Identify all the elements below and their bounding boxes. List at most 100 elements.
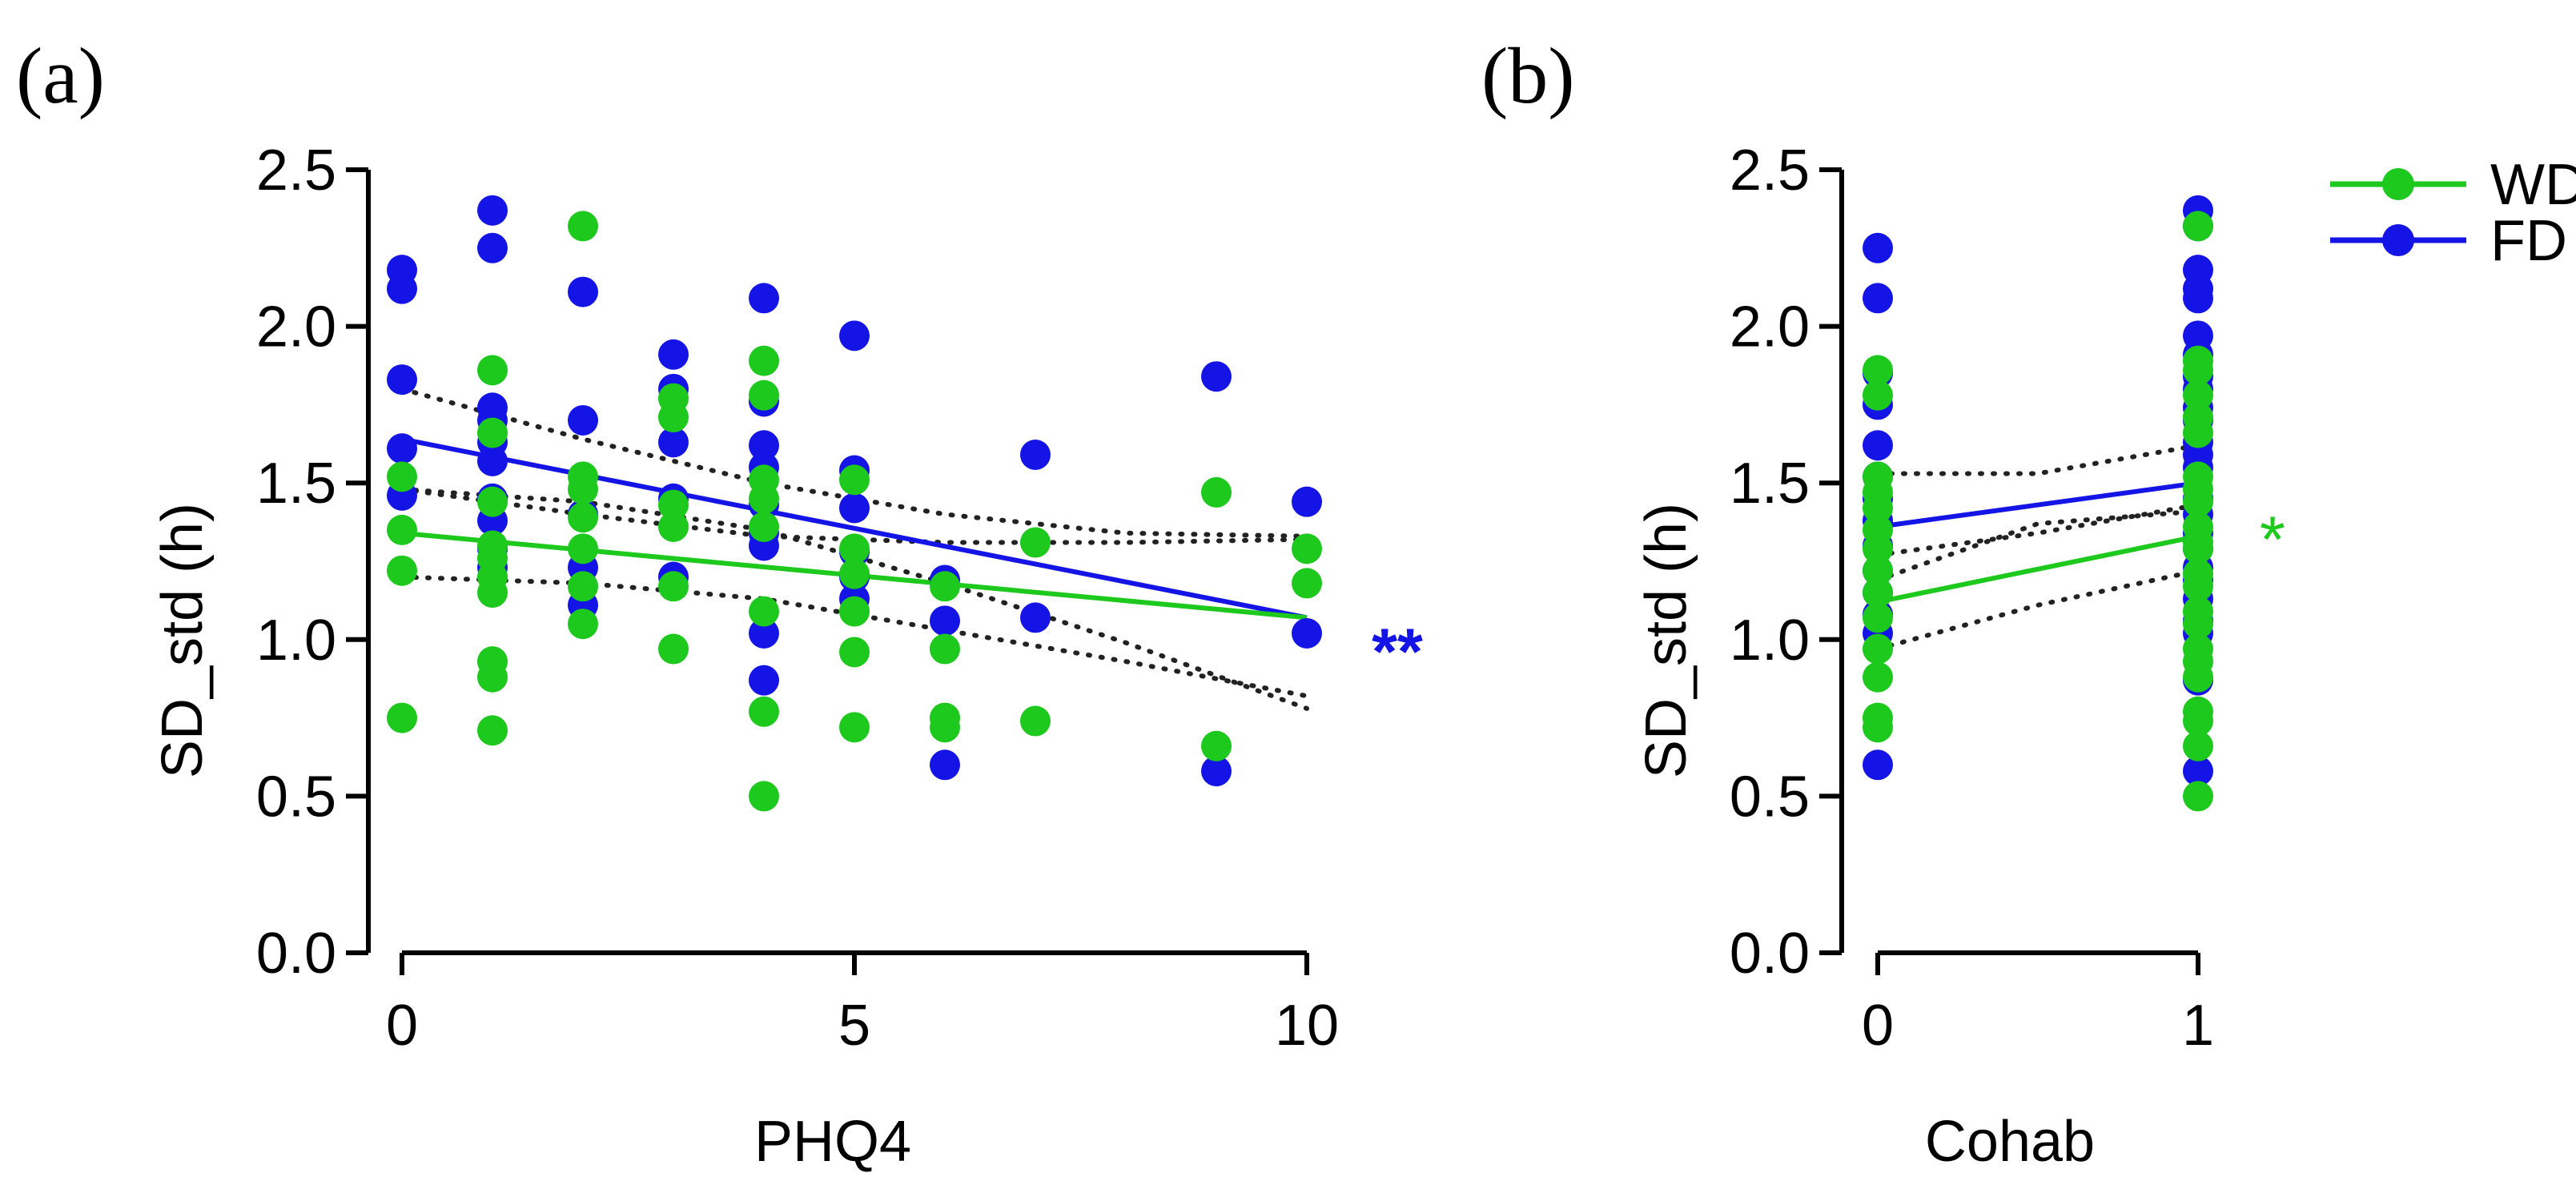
panel-a-wd-point bbox=[930, 712, 960, 743]
panel-a-wd-point bbox=[658, 571, 689, 602]
panel-b-fit-lines bbox=[1877, 480, 2199, 605]
panel-a-wd-point bbox=[749, 345, 779, 376]
panel-b-fd-point bbox=[2183, 756, 2213, 787]
panel-a-fd-point bbox=[839, 492, 870, 524]
panel-a-wd-point bbox=[1020, 705, 1051, 737]
panel-a-wd-point bbox=[477, 577, 508, 609]
panel-b-x-axis-label: Cohab bbox=[1925, 1110, 2095, 1174]
panel-a-wd-point bbox=[749, 596, 779, 627]
legend-fd-marker bbox=[2382, 224, 2414, 256]
panel-a-wd-point bbox=[387, 461, 417, 492]
panel-a-x-tick-labels: 0 5 10 bbox=[386, 994, 1339, 1058]
panel-b-fd-ci-upper-band bbox=[1875, 443, 2200, 476]
panel-b-fd-point bbox=[1863, 749, 1893, 781]
panel-b-wd-point bbox=[1863, 555, 1893, 586]
panel-a-fd-point bbox=[658, 339, 689, 370]
panel-a-wd-point bbox=[658, 402, 689, 433]
panel-b-wd-point bbox=[2183, 661, 2213, 693]
panel-b-y-tick-label: 2.5 bbox=[1730, 139, 1810, 203]
panel-a-fd-point bbox=[1292, 486, 1322, 517]
panel-a-y-tick-label: 0.0 bbox=[256, 922, 336, 986]
panel-b-wd-point bbox=[2183, 380, 2213, 411]
panel-a-fd-point bbox=[568, 276, 598, 307]
panel-b-fd-ci-lower-band bbox=[1875, 508, 2200, 583]
legend-item-fd: FD bbox=[2330, 209, 2567, 273]
legend-wd-label: WD bbox=[2490, 153, 2576, 217]
panel-a-fd-point bbox=[749, 283, 779, 314]
panel-a-wd-point bbox=[930, 571, 960, 602]
panel-a-wd-point bbox=[749, 483, 779, 514]
panel-a-wd-point bbox=[839, 558, 870, 589]
panel-b-confidence-bands bbox=[1875, 443, 2200, 652]
panel-a-fd-point bbox=[477, 195, 508, 226]
panel-a-wd-point bbox=[568, 474, 598, 505]
panel-a-wd-point bbox=[1201, 476, 1232, 508]
panel-b-y-tick-label: 1.5 bbox=[1730, 452, 1810, 516]
panel-b-wd-point bbox=[1863, 633, 1893, 665]
panel-b-wd-point bbox=[2183, 417, 2213, 448]
legend: WD FD bbox=[2330, 153, 2576, 273]
panel-a-fd-point bbox=[1201, 361, 1232, 392]
panel-a-wd-point bbox=[568, 533, 598, 564]
panel-a-wd-point bbox=[1292, 568, 1322, 599]
panel-a-label: (a) bbox=[16, 31, 105, 120]
legend-item-wd: WD bbox=[2330, 153, 2576, 217]
panel-b-data-points bbox=[1863, 195, 2213, 812]
panel-b-significance-marker: * bbox=[2260, 504, 2285, 576]
panel-a-wd-point bbox=[658, 489, 689, 520]
panel-b-y-tick-label: 2.0 bbox=[1730, 295, 1810, 360]
panel-a-wd-point bbox=[930, 633, 960, 665]
panel-b-wd-point bbox=[1863, 492, 1893, 524]
panel-b-wd-point bbox=[2183, 486, 2213, 517]
panel-a-wd-point bbox=[477, 355, 508, 386]
panel-a-wd-point bbox=[839, 533, 870, 564]
panel-a-x-tick-label: 5 bbox=[838, 994, 870, 1058]
panel-b-x-tick-label: 1 bbox=[2182, 994, 2214, 1058]
panel-b-wd-point bbox=[1863, 355, 1893, 386]
panel-a-wd-point bbox=[839, 596, 870, 627]
panel-a-fd-point bbox=[1292, 617, 1322, 649]
panel-a-x-tick-label: 0 bbox=[386, 994, 418, 1058]
panel-b-fd-point bbox=[1863, 430, 1893, 461]
panel-b-wd-point bbox=[2183, 533, 2213, 564]
panel-b-wd-point bbox=[1863, 380, 1893, 411]
panel-a-wd-point bbox=[387, 514, 417, 545]
panel-a-fd-point bbox=[839, 320, 870, 351]
panel-a-fd-ci-upper-band bbox=[400, 386, 1309, 539]
panel-a-wd-point bbox=[839, 712, 870, 743]
panel-b-wd-point bbox=[1863, 577, 1893, 609]
panel-a-fd-point bbox=[387, 273, 417, 304]
panel-a-y-tick-label: 1.0 bbox=[256, 609, 336, 673]
panel-a-fd-point bbox=[1201, 756, 1232, 787]
panel-b-wd-point bbox=[2183, 355, 2213, 386]
panel-b-wd-point bbox=[1863, 533, 1893, 564]
panel-b-fd-point bbox=[1863, 232, 1893, 263]
panel-b-label: (b) bbox=[1481, 31, 1575, 120]
panel-b-y-tick-labels: 0.0 0.5 1.0 1.5 2.0 2.5 bbox=[1730, 139, 1810, 986]
panel-a-wd-point bbox=[749, 781, 779, 812]
panel-a-wd-point bbox=[839, 464, 870, 496]
panel-a-wd-point bbox=[568, 609, 598, 640]
panel-a-wd-point bbox=[749, 380, 779, 411]
legend-wd-marker bbox=[2382, 168, 2414, 200]
panel-a-wd-point bbox=[1201, 730, 1232, 761]
panel-b-wd-point bbox=[2183, 571, 2213, 602]
panel-a-wd-point bbox=[477, 417, 508, 448]
legend-fd-label: FD bbox=[2490, 209, 2567, 273]
panel-b-wd-point bbox=[2183, 781, 2213, 812]
panel-a-wd-point bbox=[477, 661, 508, 693]
panel-b-fd-point bbox=[1863, 283, 1893, 314]
panel-a-fd-point bbox=[749, 665, 779, 696]
panel-b-wd-point bbox=[2183, 730, 2213, 761]
panel-a-wd-point bbox=[1292, 533, 1322, 564]
panel-b-wd-fit-line bbox=[1877, 533, 2199, 605]
panel-a-wd-point bbox=[477, 715, 508, 746]
panel-b-fd-point bbox=[2183, 283, 2213, 314]
panel-b-y-axis-label: SD_std (h) bbox=[1634, 503, 1698, 778]
panel-a-fd-point bbox=[1020, 602, 1051, 633]
panel-a-data-points bbox=[387, 195, 1322, 812]
panel-a-wd-point bbox=[477, 486, 508, 517]
